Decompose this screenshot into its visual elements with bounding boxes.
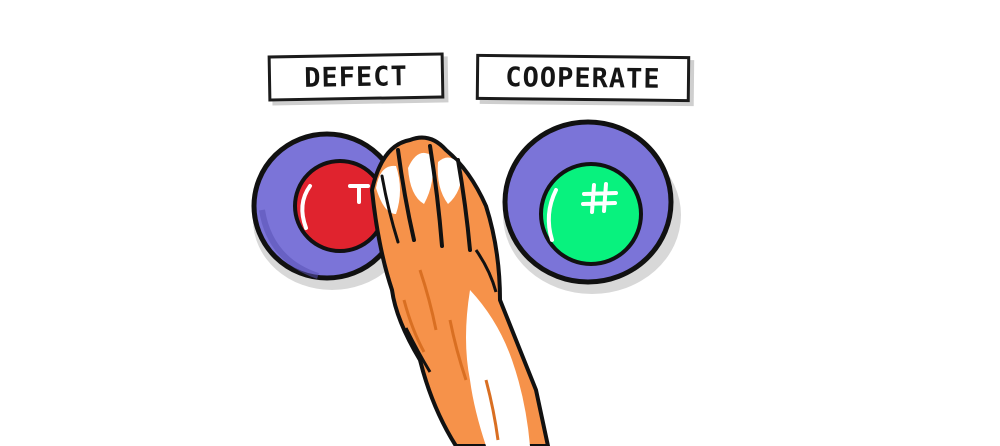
cooperate-glyph-icon bbox=[581, 182, 618, 214]
cooperate-button[interactable] bbox=[539, 162, 643, 266]
defect-button[interactable] bbox=[293, 159, 387, 253]
fox-paw-icon bbox=[370, 135, 550, 446]
defect-glyph-icon bbox=[348, 184, 370, 204]
cooperate-label: COOPERATE bbox=[475, 53, 691, 103]
defect-label: DEFECT bbox=[267, 52, 445, 102]
